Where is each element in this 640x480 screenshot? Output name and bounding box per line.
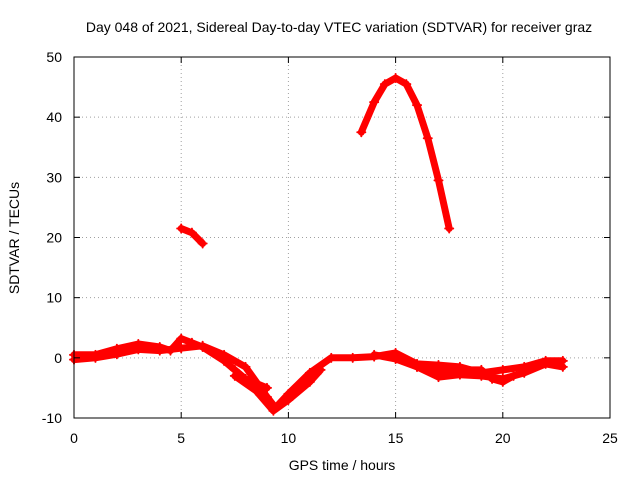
data-point [111, 343, 122, 354]
data-point [347, 352, 358, 363]
data-point [176, 343, 187, 354]
data-point [497, 364, 508, 375]
data-point [476, 364, 487, 375]
x-axis-label: GPS time / hours [289, 457, 396, 473]
series-trace-g [356, 73, 455, 234]
data-point [186, 337, 197, 348]
data-point [197, 238, 208, 249]
y-tick-label: 10 [46, 290, 62, 306]
data-point [197, 342, 208, 353]
y-tick-label: 20 [46, 230, 62, 246]
x-tick-label: 25 [602, 430, 618, 446]
y-tick-label: 30 [46, 169, 62, 185]
tick-marks [73, 56, 611, 419]
series-trace-f [176, 223, 208, 249]
data-point [433, 175, 444, 186]
data-point [229, 370, 240, 381]
data-point [165, 345, 176, 356]
y-tick-labels: -10 0 10 20 30 40 50 [42, 49, 62, 426]
data-point [557, 361, 568, 372]
data-point [326, 352, 337, 363]
data-point [176, 223, 187, 234]
y-tick-label: 0 [54, 350, 62, 366]
y-tick-label: -10 [42, 410, 62, 426]
data-point [369, 349, 380, 360]
data-point [315, 364, 326, 375]
data-point [401, 79, 412, 90]
x-tick-label: 20 [495, 430, 511, 446]
data-point [497, 376, 508, 387]
data-point [540, 358, 551, 369]
series-trace-c [229, 364, 326, 416]
x-tick-labels: 0 5 10 15 20 25 [70, 430, 618, 446]
data-point [304, 367, 315, 378]
data-point [251, 385, 262, 396]
data-point [454, 364, 465, 375]
x-tick-label: 10 [281, 430, 297, 446]
series-trace-e [369, 349, 519, 387]
data-point [412, 100, 423, 111]
y-tick-label: 50 [46, 49, 62, 65]
data-point [390, 73, 401, 84]
data-point [304, 376, 315, 387]
x-tick-label: 0 [70, 430, 78, 446]
series-line [231, 366, 325, 415]
data-point [433, 366, 444, 377]
data-point [240, 361, 251, 372]
data-point [90, 349, 101, 360]
data-point [219, 355, 230, 366]
data-point [268, 405, 279, 416]
data-point [444, 223, 455, 234]
data-point [283, 394, 294, 405]
data-point [519, 367, 530, 378]
data-point [356, 127, 367, 138]
data-point [508, 370, 519, 381]
x-tick-label: 15 [388, 430, 404, 446]
data-point [390, 354, 401, 365]
y-axis-label: SDTVAR / TECUs [6, 182, 22, 294]
data-series-group [69, 73, 568, 416]
data-point [369, 97, 380, 108]
data-point [186, 227, 197, 238]
data-point [379, 79, 390, 90]
data-point [133, 338, 144, 349]
data-point [154, 342, 165, 353]
data-point [422, 133, 433, 144]
x-tick-label: 5 [177, 430, 185, 446]
chart-title: Day 048 of 2021, Sidereal Day-to-day VTE… [86, 19, 592, 35]
data-point [487, 373, 498, 384]
data-point [412, 361, 423, 372]
y-tick-label: 40 [46, 109, 62, 125]
data-point [176, 333, 187, 344]
data-point [261, 382, 272, 393]
